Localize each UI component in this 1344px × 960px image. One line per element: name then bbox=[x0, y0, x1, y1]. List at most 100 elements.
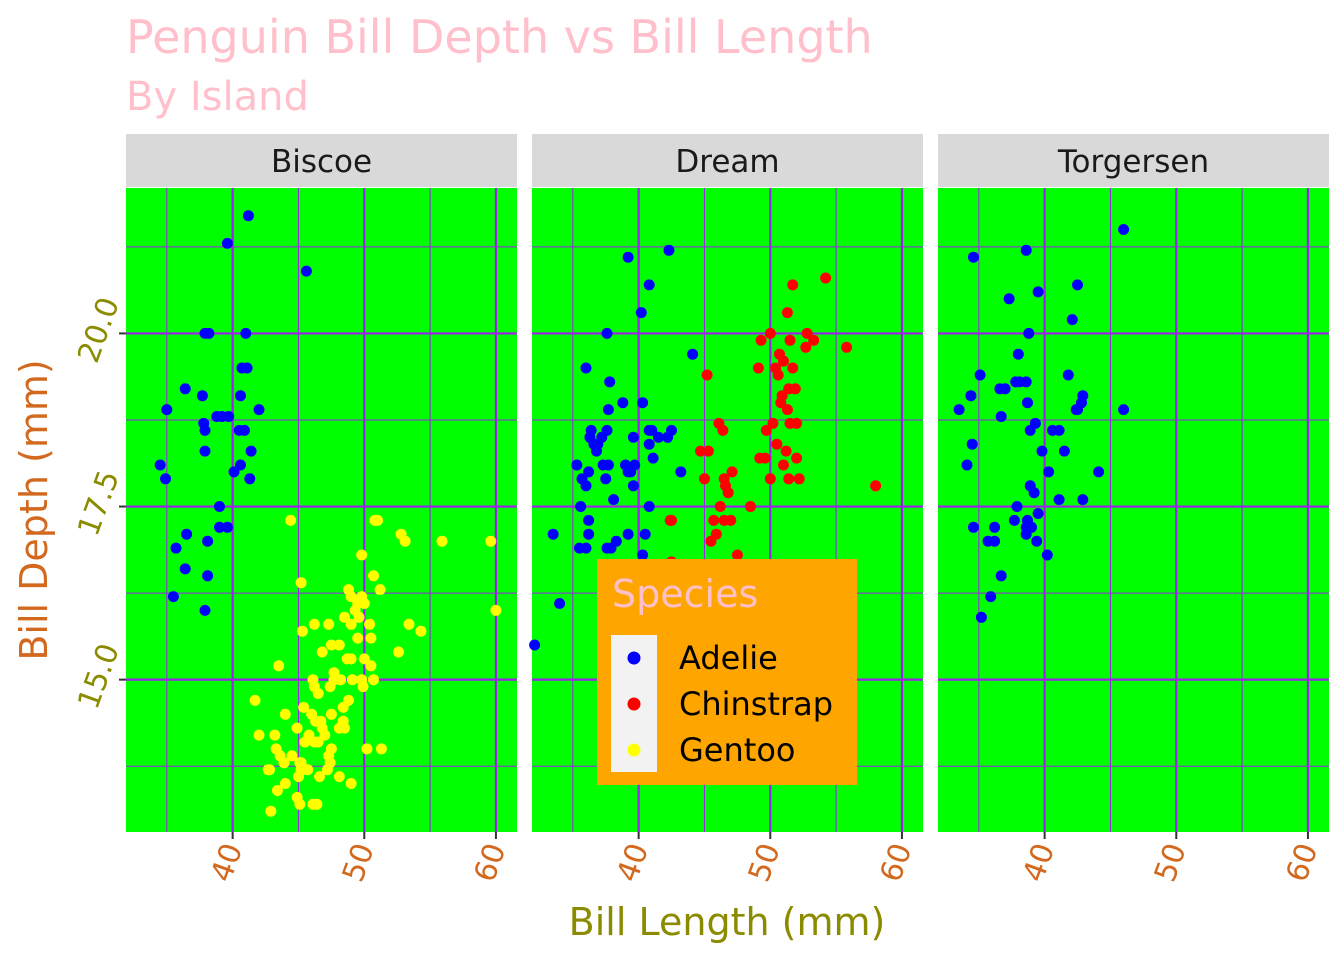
data-point-adelie bbox=[1028, 487, 1040, 499]
data-point-gentoo bbox=[364, 618, 376, 630]
data-point-adelie bbox=[1022, 397, 1033, 409]
data-point-adelie bbox=[637, 397, 649, 409]
legend-title: Species bbox=[612, 572, 758, 616]
data-point-adelie bbox=[643, 279, 655, 291]
data-point-gentoo bbox=[374, 584, 386, 596]
data-point-adelie bbox=[643, 438, 655, 450]
y-tick-label: 15.0 bbox=[71, 639, 127, 714]
data-point-gentoo bbox=[436, 535, 448, 547]
data-point-gentoo bbox=[286, 750, 298, 762]
data-point-gentoo bbox=[294, 798, 306, 810]
data-point-gentoo bbox=[337, 715, 349, 727]
data-point-adelie bbox=[643, 501, 655, 512]
data-point-adelie bbox=[1062, 369, 1074, 381]
y-tick-label: 20.0 bbox=[71, 293, 127, 368]
data-point-gentoo bbox=[358, 653, 370, 665]
data-point-gentoo bbox=[316, 646, 328, 658]
data-point-adelie bbox=[214, 501, 225, 512]
data-point-chinstrap bbox=[755, 334, 767, 346]
data-point-adelie bbox=[1036, 445, 1048, 457]
data-point-adelie bbox=[199, 445, 211, 457]
x-axis-label: Bill Length (mm) bbox=[569, 900, 886, 944]
data-point-chinstrap bbox=[702, 445, 714, 457]
data-point-chinstrap bbox=[695, 445, 706, 457]
data-point-adelie bbox=[975, 611, 987, 623]
data-point-adelie bbox=[300, 265, 312, 277]
data-point-gentoo bbox=[339, 611, 350, 623]
data-point-chinstrap bbox=[764, 327, 776, 339]
data-point-adelie bbox=[167, 591, 179, 603]
data-point-gentoo bbox=[345, 591, 357, 603]
data-point-adelie bbox=[235, 459, 246, 471]
legend-label-chinstrap: Chinstrap bbox=[679, 685, 833, 723]
data-point-adelie bbox=[600, 473, 612, 485]
legend-label-adelie: Adelie bbox=[679, 639, 778, 677]
data-point-chinstrap bbox=[759, 452, 771, 464]
data-point-gentoo bbox=[285, 514, 297, 526]
data-point-gentoo bbox=[346, 674, 358, 686]
data-point-adelie bbox=[965, 390, 977, 402]
data-point-adelie bbox=[953, 404, 965, 416]
data-point-adelie bbox=[974, 369, 986, 381]
data-point-chinstrap bbox=[808, 334, 820, 346]
data-point-adelie bbox=[181, 528, 193, 540]
data-point-adelie bbox=[995, 570, 1007, 582]
data-point-chinstrap bbox=[781, 404, 793, 416]
data-point-adelie bbox=[179, 383, 191, 395]
data-point-adelie bbox=[1003, 293, 1015, 305]
data-point-adelie bbox=[214, 521, 225, 533]
data-point-adelie bbox=[605, 542, 617, 554]
legend-key-chinstrap bbox=[627, 697, 641, 711]
data-point-adelie bbox=[199, 604, 211, 616]
data-point-adelie bbox=[602, 459, 614, 471]
data-point-gentoo bbox=[299, 736, 311, 748]
data-point-chinstrap bbox=[793, 473, 805, 485]
data-point-adelie bbox=[627, 480, 639, 492]
data-point-chinstrap bbox=[708, 514, 720, 526]
data-point-adelie bbox=[1118, 224, 1130, 235]
data-point-adelie bbox=[662, 431, 674, 443]
data-point-gentoo bbox=[325, 639, 337, 651]
y-tick-label: 17.5 bbox=[71, 466, 127, 541]
facet-strip-label: Biscoe bbox=[271, 144, 372, 180]
data-point-adelie bbox=[221, 521, 233, 533]
x-tick-label: 40 bbox=[1016, 839, 1062, 887]
data-point-adelie bbox=[1041, 549, 1053, 561]
data-point-chinstrap bbox=[778, 459, 789, 471]
data-point-gentoo bbox=[295, 577, 307, 589]
data-point-adelie bbox=[1118, 404, 1130, 416]
facet-panels: Biscoe 40 50 60 Dream 40 50 60 Torgersen 40 50 60 bbox=[126, 134, 1329, 887]
x-tick-label: 50 bbox=[1148, 839, 1194, 887]
data-point-gentoo bbox=[368, 570, 379, 582]
data-point-gentoo bbox=[490, 604, 502, 616]
data-point-adelie bbox=[995, 411, 1007, 422]
data-point-gentoo bbox=[325, 743, 337, 755]
data-point-gentoo bbox=[328, 667, 340, 679]
data-point-chinstrap bbox=[760, 424, 772, 436]
data-point-chinstrap bbox=[787, 279, 799, 291]
x-tick-label: 50 bbox=[742, 839, 788, 887]
panel-background bbox=[938, 188, 1329, 832]
data-point-adelie bbox=[1020, 528, 1032, 540]
facet-strip-label: Torgersen bbox=[1057, 144, 1209, 180]
data-point-gentoo bbox=[253, 729, 265, 741]
x-tick-label: 40 bbox=[204, 839, 250, 887]
data-point-gentoo bbox=[249, 694, 261, 706]
data-point-gentoo bbox=[323, 618, 335, 630]
data-point-chinstrap bbox=[710, 528, 722, 540]
data-point-gentoo bbox=[298, 701, 310, 713]
data-point-chinstrap bbox=[778, 355, 789, 367]
data-point-gentoo bbox=[361, 743, 373, 755]
legend-key-adelie bbox=[627, 651, 641, 665]
data-point-adelie bbox=[622, 251, 634, 263]
data-point-gentoo bbox=[312, 736, 324, 748]
data-point-chinstrap bbox=[764, 473, 776, 485]
data-point-adelie bbox=[1077, 494, 1089, 506]
data-point-gentoo bbox=[357, 681, 369, 693]
data-point-adelie bbox=[1012, 348, 1024, 360]
data-point-adelie bbox=[1053, 494, 1065, 506]
data-point-adelie bbox=[1020, 244, 1032, 256]
data-point-chinstrap bbox=[714, 501, 726, 512]
data-point-adelie bbox=[608, 494, 620, 506]
data-point-adelie bbox=[241, 362, 253, 374]
